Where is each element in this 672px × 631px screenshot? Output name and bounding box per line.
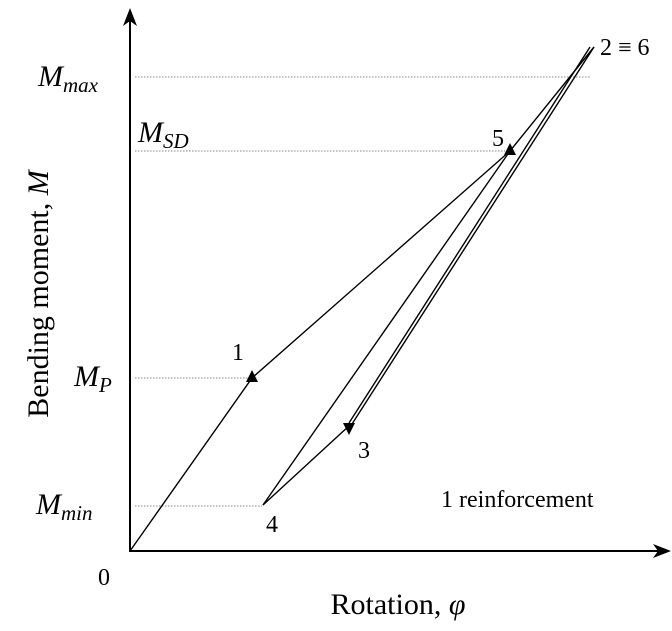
point-label: 4 [266,512,278,538]
point-label: 5 [492,126,504,152]
y-axis-title: Bending moment, M [22,168,55,417]
marker [343,423,355,435]
point-label: 3 [358,438,370,464]
unloading-path [262,424,351,506]
level-label: Mmax [37,60,99,97]
marker [246,370,258,382]
unloading-path [351,46,595,425]
reloading-path [262,150,511,506]
point-label: 1 [232,340,244,366]
x-axis-title: Rotation, φ [331,588,466,621]
y-arrow [123,8,137,26]
unloading-path [348,46,591,424]
marker [504,143,516,155]
level-label: Mmin [35,488,93,525]
loading-path [129,46,595,552]
level-label: MSD [137,116,189,153]
level-label: MP [73,360,112,397]
x-arrow [653,544,671,558]
point-label: 2 ≡ 6 [600,35,650,61]
origin-label: 0 [98,565,110,591]
annotation: 1 reinforcement [441,487,594,513]
